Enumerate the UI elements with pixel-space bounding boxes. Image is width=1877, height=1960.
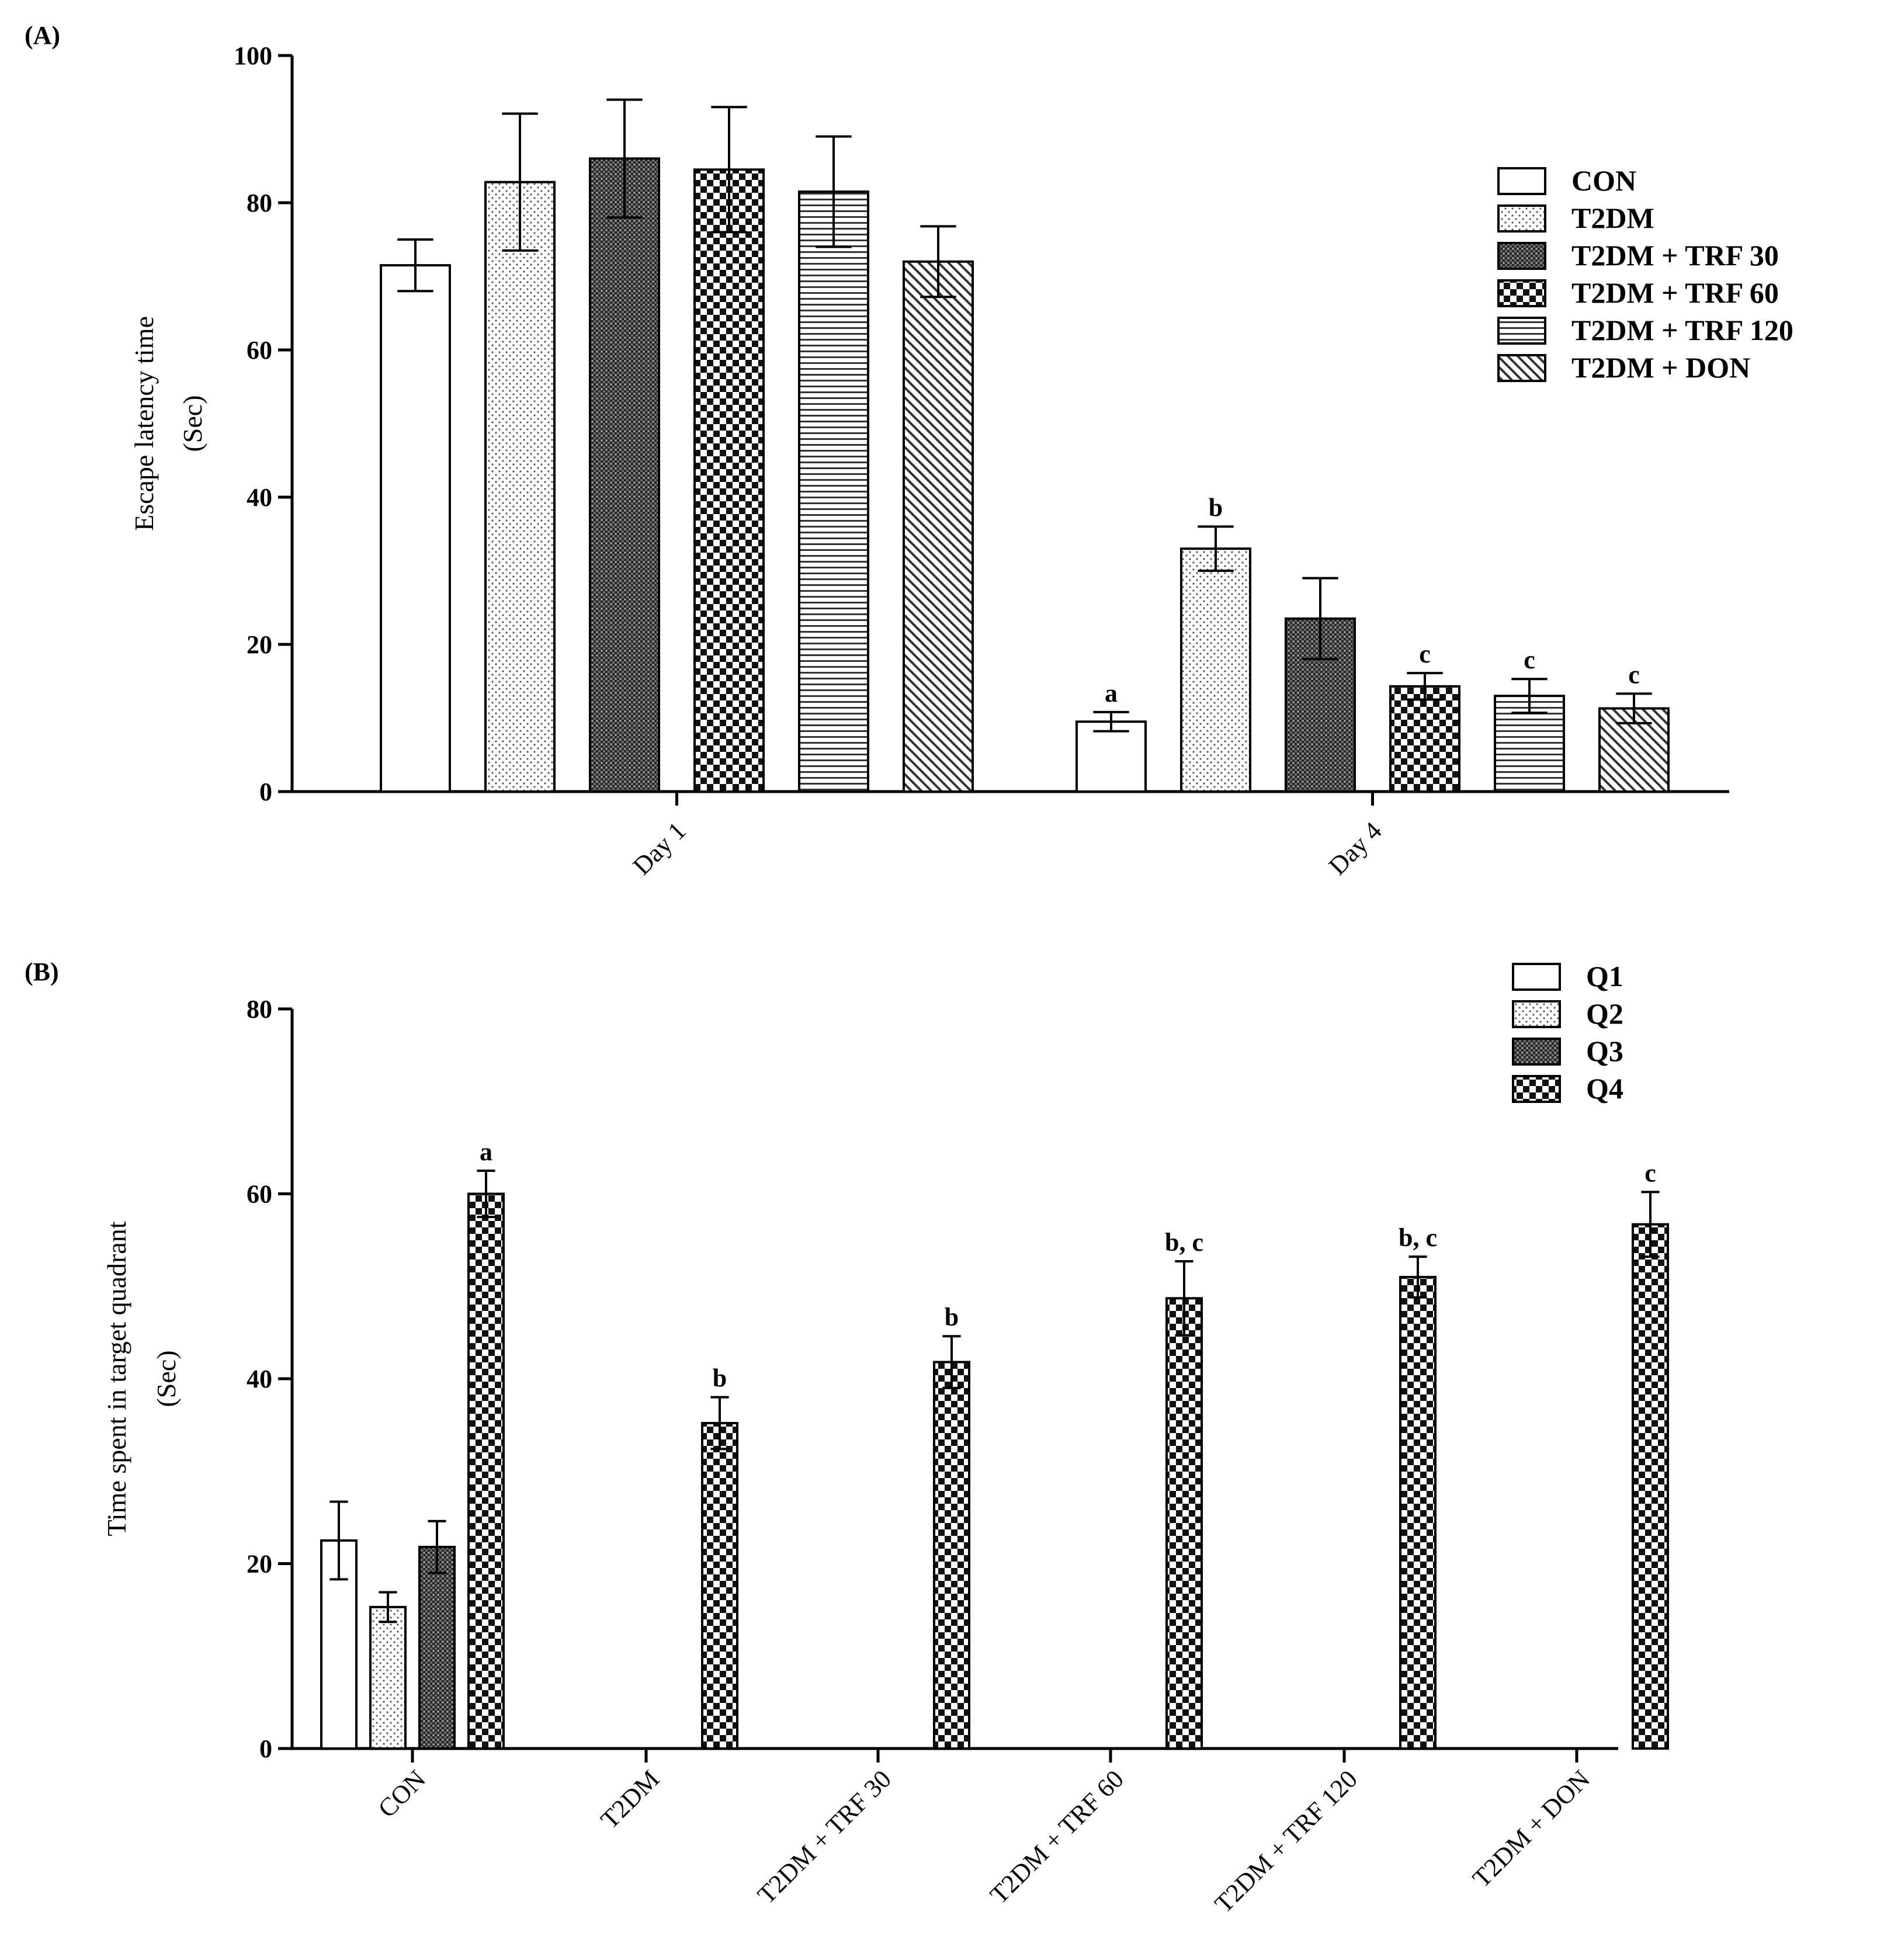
b-cat0-s1-bar: [369, 1605, 407, 1750]
b-y-tick-label-2: 40: [247, 1365, 272, 1393]
b-legend-swatch-0: [1512, 963, 1561, 991]
b-cat4-s3-bar: [1399, 1275, 1437, 1750]
b-cat2-s3-bar: [933, 1361, 970, 1750]
a-y-tick-label-2: 40: [247, 483, 272, 512]
a-day-4-s5-sig-label: c: [1628, 660, 1640, 689]
a-y-label-line1: Escape latency time: [129, 316, 159, 531]
a-y-tick-label-1: 20: [247, 630, 272, 659]
b-x-tick-label-2: T2DM + TRF 30: [752, 1764, 897, 1909]
b-cat0-s3-bar: [467, 1192, 505, 1750]
a-legend-label-4: T2DM + TRF 120: [1571, 314, 1793, 346]
b-x-tick-label-0: CON: [373, 1764, 431, 1823]
a-day-1-s1-bar: [484, 181, 556, 793]
b-legend-swatch-2: [1512, 1038, 1561, 1066]
b-cat0-s2-bar: [418, 1546, 456, 1750]
b-legend-label-0: Q1: [1586, 960, 1623, 993]
b-x-tick-label-3: T2DM + TRF 60: [984, 1764, 1129, 1909]
b-x-tick-label-4: T2DM + TRF 120: [1209, 1764, 1363, 1918]
panel-label-b: (B): [25, 958, 59, 986]
b-cat1-s3-bar: [701, 1421, 738, 1750]
b-y-label-line2: (Sec): [151, 1350, 181, 1407]
a-day-4-s3-sig-label: c: [1419, 640, 1431, 668]
a-legend-swatch-1: [1497, 204, 1546, 233]
a-legend-label-0: CON: [1571, 164, 1636, 197]
b-x-tick-label-5: T2DM + DON: [1467, 1764, 1595, 1893]
a-day-1-s4-bar: [798, 190, 869, 793]
a-day-4-s4-sig-label: c: [1524, 646, 1535, 674]
a-y-tick-label-0: 0: [259, 778, 272, 806]
a-legend-swatch-0: [1497, 167, 1546, 195]
a-day-1-s2-bar: [589, 157, 660, 793]
chart-b: (B) 0 20 40 60 80 Time spent in target quadran…: [25, 958, 1669, 1919]
a-day-4-s0-bar: [1075, 720, 1147, 793]
a-legend-label-1: T2DM: [1571, 202, 1654, 234]
a-y-tick-label-5: 100: [234, 41, 272, 70]
a-day-1-s0-bar: [380, 264, 451, 793]
a-legend-swatch-2: [1497, 242, 1546, 270]
b-cat5-s3-bar: [1632, 1223, 1669, 1750]
b-cat5-s3-sig-label: c: [1644, 1158, 1656, 1187]
a-x-tick-label-1: Day 4: [1323, 816, 1387, 880]
a-legend-swatch-4: [1497, 317, 1546, 345]
a-day-4-s3-bar: [1389, 685, 1460, 793]
a-y-tick-label-4: 80: [247, 189, 272, 217]
b-legend-swatch-1: [1512, 1000, 1561, 1028]
chart-a: (A) 0 20 40 60 80 100 Escape latency time (Sec) D…: [25, 21, 1793, 880]
b-legend-label-2: Q3: [1586, 1035, 1623, 1067]
a-day-4-s1-bar: [1180, 547, 1251, 793]
b-cat3-s3-bar: [1165, 1297, 1203, 1750]
b-legend-swatch-3: [1512, 1075, 1561, 1103]
a-day-4-s0-sig-label: a: [1105, 679, 1118, 707]
a-day-4-s2-bar: [1285, 617, 1356, 793]
a-y-tick-label-3: 60: [247, 336, 272, 365]
a-legend-label-5: T2DM + DON: [1571, 351, 1750, 384]
b-cat2-s3-sig-label: b: [945, 1303, 959, 1331]
a-legend-label-2: T2DM + TRF 30: [1571, 239, 1779, 272]
a-day-1-s5-bar: [903, 260, 974, 793]
b-legend-label-3: Q4: [1586, 1072, 1623, 1105]
b-y-tick-label-4: 80: [247, 995, 272, 1024]
b-y-tick-label-0: 0: [259, 1734, 272, 1763]
a-legend-swatch-5: [1497, 354, 1546, 382]
b-cat1-s3-sig-label: b: [713, 1364, 727, 1393]
b-legend-label-1: Q2: [1586, 997, 1623, 1030]
a-y-label-line2: (Sec): [178, 395, 207, 452]
b-y-label-line1: Time spent in target quadrant: [102, 1221, 131, 1536]
b-cat3-s3-sig-label: b, c: [1165, 1228, 1203, 1257]
a-legend-label-3: T2DM + TRF 60: [1571, 276, 1779, 309]
b-y-tick-label-1: 20: [247, 1550, 272, 1579]
a-day-4-s1-sig-label: b: [1209, 493, 1223, 522]
panel-label-a: (A): [25, 21, 60, 50]
b-cat0-s3-sig-label: a: [480, 1137, 492, 1166]
a-day-1-s3-bar: [693, 168, 765, 793]
b-cat4-s3-sig-label: b, c: [1399, 1223, 1437, 1252]
a-x-tick-label-0: Day 1: [627, 816, 692, 880]
a-legend-swatch-3: [1497, 279, 1546, 307]
b-x-tick-label-1: T2DM: [595, 1764, 665, 1834]
b-y-tick-label-3: 60: [247, 1180, 272, 1209]
